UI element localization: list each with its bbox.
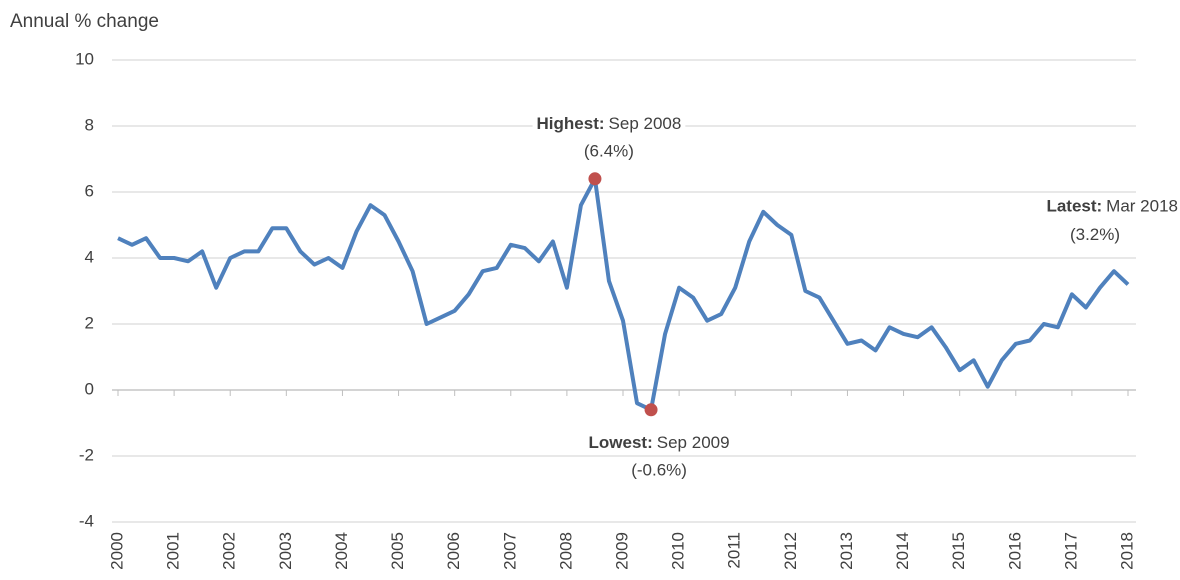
x-tick-label: 2003 <box>276 532 295 570</box>
x-tick-label: 2015 <box>949 532 968 570</box>
annotation-value: (-0.6%) <box>631 460 687 479</box>
x-tick-label: 2000 <box>107 532 126 570</box>
annotation-date: Sep 2009 <box>657 433 730 452</box>
x-tick-label: 2018 <box>1117 532 1136 570</box>
x-tick-label: 2007 <box>500 532 519 570</box>
annotation-date: Sep 2008 <box>609 114 682 133</box>
annotation-bg <box>532 112 686 136</box>
y-tick-label: 4 <box>85 247 94 266</box>
x-tick-label: 2011 <box>725 532 744 569</box>
annotation-title: Lowest: Sep 2009 <box>589 433 730 452</box>
annotation-date: Mar 2018 <box>1106 197 1178 216</box>
y-tick-label: 10 <box>75 49 94 68</box>
x-tick-label: 2009 <box>612 532 631 570</box>
y-tick-label: -2 <box>79 445 94 464</box>
annotation-bg <box>584 431 734 455</box>
x-tick-label: 2004 <box>332 532 351 570</box>
x-tick-label: 2013 <box>837 532 856 570</box>
axis-title: Annual % change <box>10 11 159 32</box>
x-tick-label: 2010 <box>669 532 688 570</box>
x-tick-label: 2002 <box>220 532 239 570</box>
annotation-marker <box>588 172 602 186</box>
annotation-title: Highest: Sep 2008 <box>537 114 682 133</box>
annotation-bg <box>1042 194 1180 218</box>
x-tick-label: 2012 <box>781 532 800 570</box>
x-tick-label: 2006 <box>444 532 463 570</box>
x-tick-label: 2016 <box>1005 532 1024 570</box>
x-tick-label: 2014 <box>893 532 912 570</box>
annotation-title: Latest: Mar 2018 <box>1046 197 1178 216</box>
x-tick-label: 2017 <box>1061 532 1080 570</box>
annotation-label: Highest: <box>537 114 605 133</box>
annotation-value: (6.4%) <box>584 141 634 160</box>
annotation-value: (3.2%) <box>1070 225 1120 244</box>
y-tick-label: 6 <box>85 181 94 200</box>
annotation-label: Lowest: <box>589 433 653 452</box>
y-tick-label: -4 <box>79 511 94 530</box>
y-tick-label: 8 <box>85 115 94 134</box>
annotation-marker <box>644 403 658 417</box>
x-tick-label: 2008 <box>556 532 575 570</box>
y-tick-label: 0 <box>85 379 94 398</box>
x-tick-label: 2005 <box>388 532 407 570</box>
y-tick-label: 2 <box>85 313 94 332</box>
annotation-label: Latest: <box>1046 197 1102 216</box>
x-tick-label: 2001 <box>164 532 183 570</box>
series-line <box>117 176 1130 412</box>
